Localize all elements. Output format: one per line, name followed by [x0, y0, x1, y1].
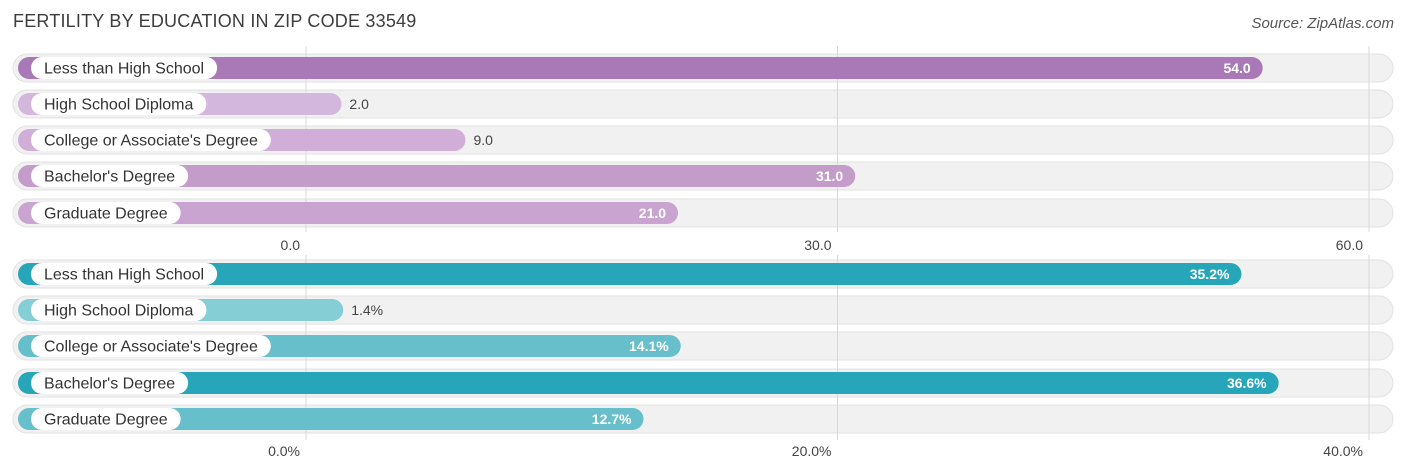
- chart2-category-pill: [31, 335, 271, 357]
- chart1-category-label: College or Associate's Degree: [44, 133, 258, 150]
- chart1-category-label: Graduate Degree: [44, 206, 168, 223]
- chart1-value-label: 54.0: [1223, 60, 1250, 76]
- chart1-bar-graduate-degree: [18, 202, 679, 224]
- chart1-tick-label: 60.0: [1336, 237, 1363, 253]
- chart2-row-track: [12, 295, 1394, 325]
- chart1-category-pill: [31, 93, 207, 115]
- chart2-category-label: College or Associate's Degree: [44, 339, 258, 356]
- chart2-category-label: Bachelor's Degree: [44, 376, 175, 393]
- chart2-bar-less-than-high-school: [18, 263, 1242, 285]
- chart2-value-label: 14.1%: [629, 338, 669, 354]
- chart1-value-label: 9.0: [473, 132, 493, 148]
- chart2-bar-bachelor-s-degree: [18, 372, 1279, 394]
- chart2-value-label: 12.7%: [592, 411, 632, 427]
- chart2-category-label: Graduate Degree: [44, 412, 168, 429]
- chart1-category-pill: [31, 202, 181, 224]
- chart2-category-pill: [31, 299, 207, 321]
- chart2-value-label: 1.4%: [351, 302, 383, 318]
- chart1-category-pill: [31, 165, 189, 187]
- chart1-category-pill: [31, 129, 271, 151]
- chart2-category-label: Less than High School: [44, 267, 204, 284]
- chart2-category-pill: [31, 408, 181, 430]
- chart1-category-label: Bachelor's Degree: [44, 169, 175, 186]
- chart1-category-label: High School Diploma: [44, 97, 194, 114]
- chart1-category-label: Less than High School: [44, 61, 204, 78]
- chart1-bar-less-than-high-school: [18, 57, 1263, 79]
- chart1-tick-label: 0.0: [281, 237, 301, 253]
- chart2-category-pill: [31, 372, 189, 394]
- chart1-row-track: [12, 89, 1394, 119]
- chart2-category-label: High School Diploma: [44, 303, 194, 320]
- chart1-value-label: 2.0: [349, 96, 369, 112]
- chart1-value-label: 21.0: [639, 205, 666, 221]
- chart2-category-pill: [31, 263, 218, 285]
- chart1-tick-label: 30.0: [804, 237, 831, 253]
- chart2-tick-label: 0.0%: [268, 443, 300, 459]
- chart1-category-pill: [31, 57, 218, 79]
- chart1-value-label: 31.0: [816, 168, 843, 184]
- chart1-bar-bachelor-s-degree: [18, 165, 856, 187]
- chart2-value-label: 35.2%: [1190, 266, 1230, 282]
- chart2-tick-label: 40.0%: [1323, 443, 1363, 459]
- chart2-tick-label: 20.0%: [792, 443, 832, 459]
- chart-title: FERTILITY BY EDUCATION IN ZIP CODE 33549: [13, 11, 417, 31]
- chart2-value-label: 36.6%: [1227, 375, 1267, 391]
- source-note: Source: ZipAtlas.com: [1251, 15, 1394, 32]
